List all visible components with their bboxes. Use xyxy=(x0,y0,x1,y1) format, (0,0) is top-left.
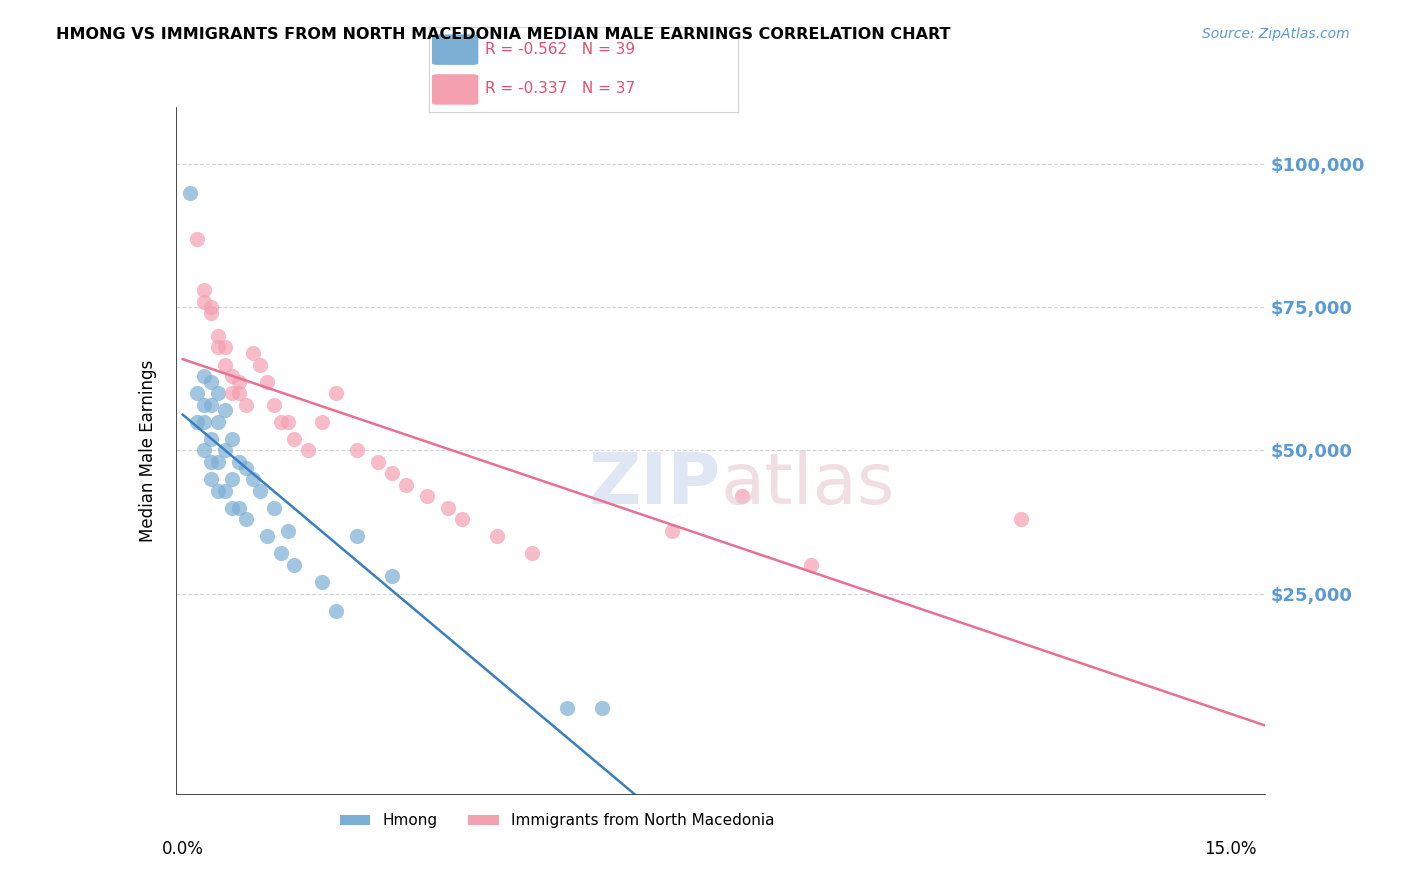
Text: Source: ZipAtlas.com: Source: ZipAtlas.com xyxy=(1202,27,1350,41)
Point xyxy=(555,701,578,715)
Point xyxy=(221,432,243,446)
Point xyxy=(325,386,347,401)
Text: 15.0%: 15.0% xyxy=(1204,839,1257,858)
Point xyxy=(235,398,257,412)
Legend: Hmong, Immigrants from North Macedonia: Hmong, Immigrants from North Macedonia xyxy=(333,807,780,834)
Point xyxy=(276,415,298,429)
Text: ZIP: ZIP xyxy=(588,450,721,519)
Point xyxy=(186,415,208,429)
Point xyxy=(263,398,285,412)
Point xyxy=(221,500,243,515)
Point xyxy=(228,455,250,469)
Point xyxy=(520,546,543,561)
Point xyxy=(193,415,215,429)
Point xyxy=(193,369,215,384)
FancyBboxPatch shape xyxy=(432,74,478,104)
Point xyxy=(221,369,243,384)
Point xyxy=(179,186,201,200)
Point xyxy=(270,415,292,429)
Point xyxy=(346,529,368,543)
Y-axis label: Median Male Earnings: Median Male Earnings xyxy=(139,359,157,541)
Point xyxy=(263,500,285,515)
FancyBboxPatch shape xyxy=(432,35,478,65)
Point xyxy=(214,358,236,372)
Point xyxy=(451,512,474,526)
Point xyxy=(416,489,439,503)
Point xyxy=(311,575,333,590)
Point xyxy=(235,512,257,526)
Text: HMONG VS IMMIGRANTS FROM NORTH MACEDONIA MEDIAN MALE EARNINGS CORRELATION CHART: HMONG VS IMMIGRANTS FROM NORTH MACEDONIA… xyxy=(56,27,950,42)
Point xyxy=(297,443,319,458)
Point xyxy=(486,529,509,543)
Point xyxy=(207,483,229,498)
Point xyxy=(395,478,418,492)
Point xyxy=(200,432,222,446)
Text: 0.0%: 0.0% xyxy=(162,839,204,858)
Text: atlas: atlas xyxy=(721,450,896,519)
Point xyxy=(249,358,271,372)
Point xyxy=(311,415,333,429)
Point xyxy=(200,398,222,412)
Point xyxy=(207,455,229,469)
Point xyxy=(193,294,215,309)
Point xyxy=(256,529,278,543)
Point xyxy=(193,398,215,412)
Point xyxy=(325,604,347,618)
Point xyxy=(276,524,298,538)
Point xyxy=(207,386,229,401)
Point xyxy=(207,340,229,354)
Point xyxy=(214,403,236,417)
Point xyxy=(186,232,208,246)
Point xyxy=(193,443,215,458)
Point xyxy=(367,455,389,469)
Point xyxy=(228,386,250,401)
Point xyxy=(200,455,222,469)
Point xyxy=(381,467,404,481)
Text: R = -0.337   N = 37: R = -0.337 N = 37 xyxy=(485,81,634,96)
Point xyxy=(214,340,236,354)
Point xyxy=(661,524,683,538)
Point xyxy=(256,375,278,389)
Point xyxy=(242,346,264,360)
Point xyxy=(214,483,236,498)
Point xyxy=(270,546,292,561)
Point xyxy=(591,701,613,715)
Point xyxy=(207,329,229,343)
Point xyxy=(800,558,823,572)
Point xyxy=(200,472,222,486)
Point xyxy=(283,432,305,446)
Point xyxy=(186,386,208,401)
Point xyxy=(235,460,257,475)
Point xyxy=(346,443,368,458)
Point xyxy=(242,472,264,486)
Point xyxy=(1010,512,1032,526)
Point xyxy=(207,415,229,429)
Point xyxy=(200,301,222,315)
Point xyxy=(249,483,271,498)
Point xyxy=(437,500,460,515)
Point xyxy=(200,375,222,389)
Text: R = -0.562   N = 39: R = -0.562 N = 39 xyxy=(485,42,634,57)
Point xyxy=(730,489,752,503)
Point xyxy=(221,386,243,401)
Point xyxy=(221,472,243,486)
Point xyxy=(381,569,404,583)
Point xyxy=(200,306,222,320)
Point xyxy=(283,558,305,572)
Point xyxy=(214,443,236,458)
Point xyxy=(193,283,215,297)
Point xyxy=(228,500,250,515)
Point xyxy=(228,375,250,389)
